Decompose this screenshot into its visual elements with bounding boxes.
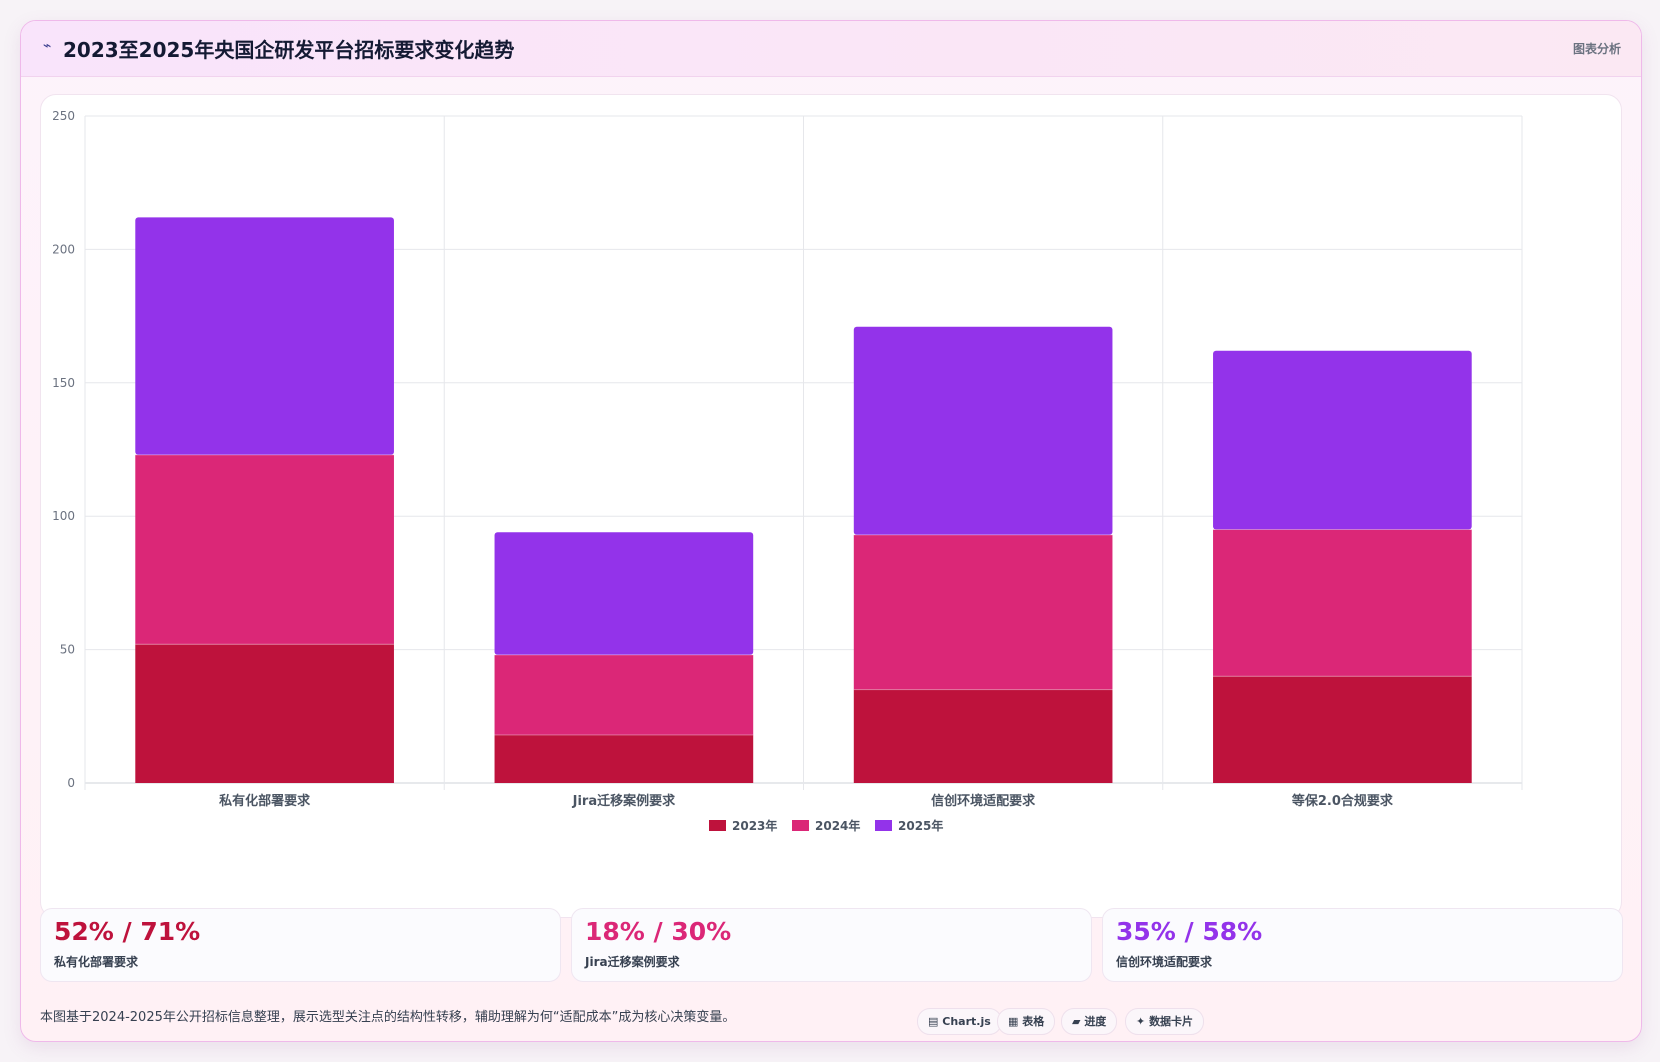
y-tick-label: 200 <box>52 242 75 256</box>
y-tick-label: 50 <box>60 643 75 657</box>
table-icon: ▦ <box>1008 1015 1019 1028</box>
stacked-bar-chart: 0 50 100 150 200 250 私有化部署要求 Jira迁移案例要求 信创环境适配要求… <box>52 109 1523 833</box>
bar-segment <box>1213 350 1472 530</box>
legend-label: 2024年 <box>815 818 860 833</box>
tag-table[interactable]: ▦ 表格 <box>997 1008 1056 1035</box>
bar-segment <box>494 734 754 783</box>
x-tick-label: 等保2.0合规要求 <box>1291 793 1394 809</box>
tag-label: Chart.js <box>942 1015 991 1028</box>
stat-label: 信创环境适配要求 <box>1116 955 1213 969</box>
stat-label: 私有化部署要求 <box>54 955 139 969</box>
legend-swatch <box>792 820 809 831</box>
x-tick-label: 信创环境适配要求 <box>931 793 1036 809</box>
chart-line-icon: ⌁ <box>43 38 52 54</box>
bar-segment <box>1213 529 1472 677</box>
stat-card-private-deploy: 52% / 71% 私有化部署要求 <box>40 908 561 982</box>
tag-chartjs[interactable]: ▤ Chart.js <box>917 1008 1002 1035</box>
y-tick-label: 100 <box>52 509 75 523</box>
stat-card-xinchuang: 35% / 58% 信创环境适配要求 <box>1102 908 1623 982</box>
x-tick-label: 私有化部署要求 <box>219 793 311 809</box>
bar-segment <box>1213 676 1472 783</box>
sparkle-icon: ✦ <box>1136 1015 1146 1028</box>
chart-title: 2023至2025年央国企研发平台招标要求变化趋势 <box>63 38 515 62</box>
y-tick-label: 250 <box>52 109 75 123</box>
analysis-badge: 图表分析 <box>1572 42 1621 56</box>
tag-label: 数据卡片 <box>1149 1015 1194 1028</box>
bar-segment <box>494 654 754 735</box>
stat-value: 52% / 71% <box>54 917 201 946</box>
tag-data-card[interactable]: ✦ 数据卡片 <box>1125 1008 1205 1035</box>
bar-segment <box>494 532 754 655</box>
y-tick-label: 150 <box>52 376 75 390</box>
footnote: 本图基于2024-2025年公开招标信息整理，展示选型关注点的结构性转移，辅助理… <box>40 1010 736 1025</box>
bar-segment <box>853 534 1113 690</box>
tag-progress[interactable]: ▰ 进度 <box>1061 1008 1118 1035</box>
chart-card: ⌁ 2023至2025年央国企研发平台招标要求变化趋势 图表分析 0 50 100 1… <box>20 20 1642 1042</box>
tag-label: 进度 <box>1084 1015 1107 1028</box>
stat-label: Jira迁移案例要求 <box>585 955 680 969</box>
legend-swatch <box>875 820 892 831</box>
stat-card-jira-migration: 18% / 30% Jira迁移案例要求 <box>571 908 1092 982</box>
bar-segment <box>135 644 394 783</box>
tag-label: 表格 <box>1022 1015 1045 1028</box>
card-header: ⌁ 2023至2025年央国企研发平台招标要求变化趋势 图表分析 <box>21 21 1641 77</box>
bar-segment <box>135 217 394 455</box>
bar-segment <box>853 326 1113 535</box>
legend-label: 2025年 <box>898 818 943 833</box>
progress-icon: ▰ <box>1072 1015 1081 1028</box>
chart-icon: ▤ <box>928 1015 939 1028</box>
stat-value: 35% / 58% <box>1116 917 1263 946</box>
bar-segment <box>135 454 394 645</box>
x-tick-label: Jira迁移案例要求 <box>572 793 676 809</box>
stat-value: 18% / 30% <box>585 917 732 946</box>
bar-segment <box>853 689 1113 783</box>
chart-panel: 0 50 100 150 200 250 私有化部署要求 Jira迁移案例要求 信创环境适配要求… <box>40 94 1622 918</box>
legend-swatch <box>709 820 726 831</box>
legend-label: 2023年 <box>732 818 777 833</box>
y-tick-label: 0 <box>67 776 75 790</box>
